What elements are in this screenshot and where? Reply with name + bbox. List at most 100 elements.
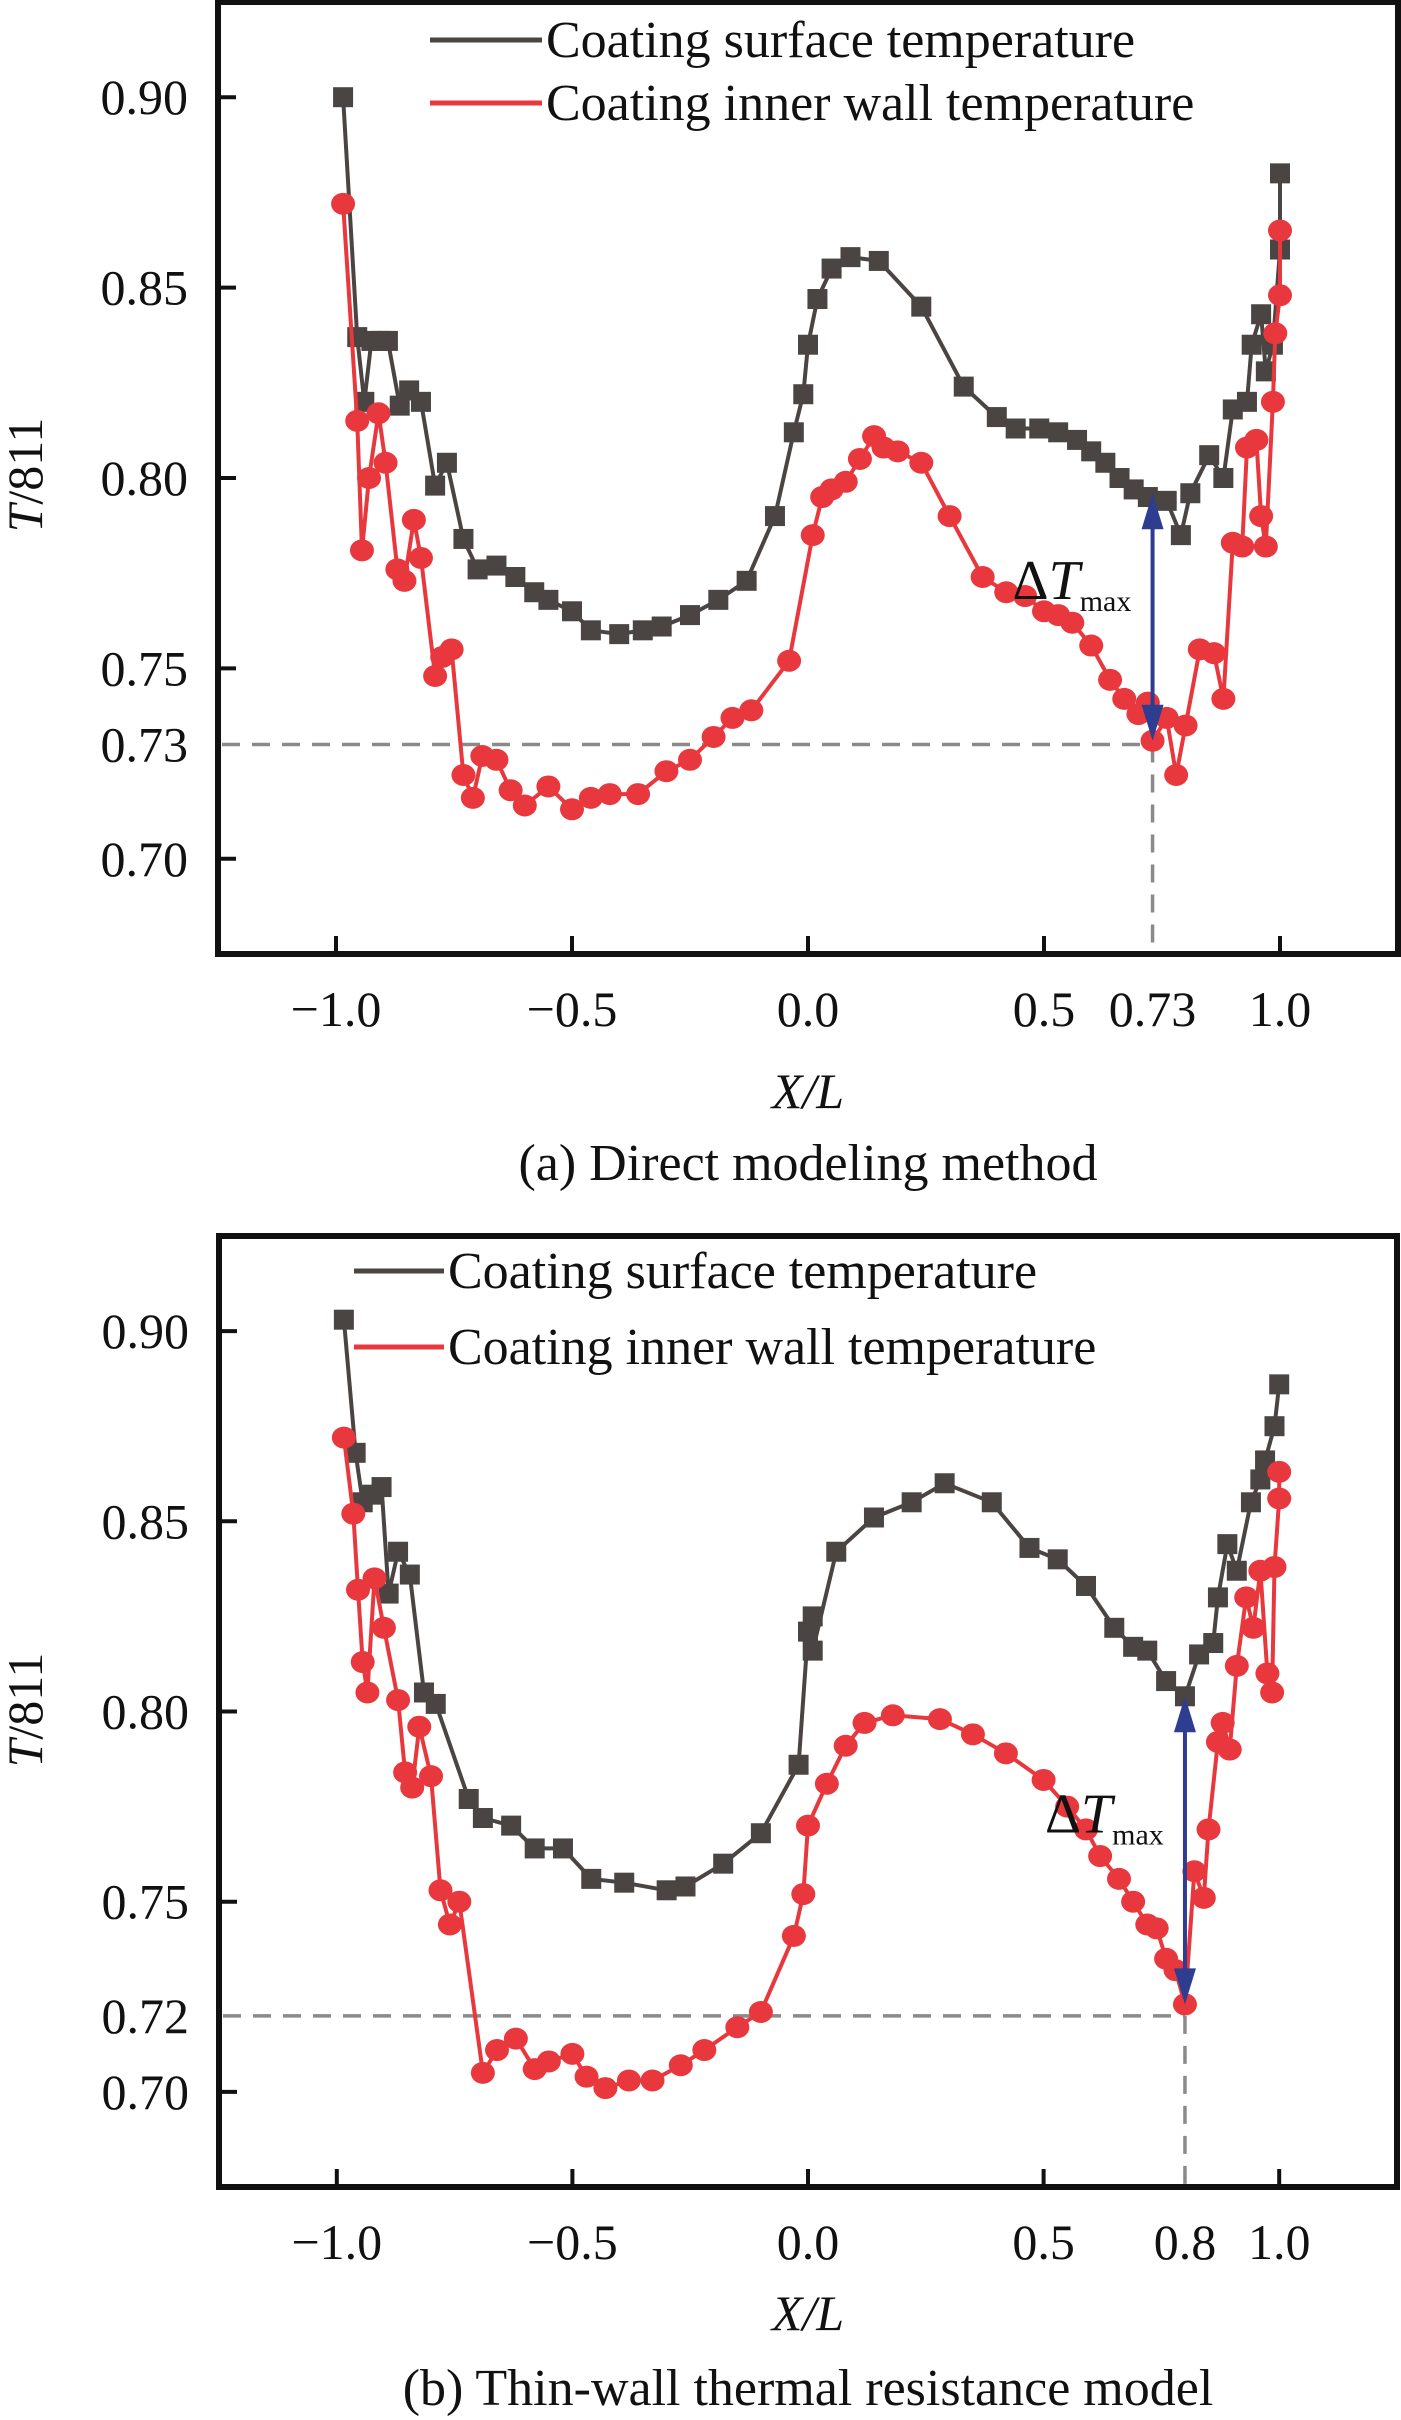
data-point-circle (428, 1879, 453, 1902)
data-point-square (538, 589, 559, 610)
data-point-circle (1267, 1460, 1292, 1483)
data-point-circle (1211, 687, 1236, 710)
data-point-square (399, 1564, 420, 1585)
y-tick-label: 0.85 (102, 1493, 190, 1549)
data-point-square (802, 1640, 823, 1661)
data-point-square (736, 570, 757, 591)
data-point-circle (1098, 668, 1123, 691)
data-point-circle (536, 2050, 561, 2073)
data-point-circle (1234, 1586, 1259, 1609)
data-point-circle (720, 706, 745, 729)
data-point-circle (1182, 1860, 1207, 1883)
data-point-circle (748, 2001, 773, 2024)
data-point-circle (678, 748, 702, 771)
data-point-square (675, 1876, 696, 1897)
delta-t-max-label: ΔTmax (1013, 550, 1132, 618)
data-point-circle (392, 569, 417, 592)
series-coating-inner-wall-temperature (331, 1426, 1292, 2100)
data-point-circle (994, 581, 1019, 604)
data-point-circle (1253, 535, 1278, 558)
data-point-circle (331, 192, 356, 215)
data-point-circle (1191, 1886, 1216, 1909)
panel-b: 0.90 0.85 0.80 0.75 0.72 0.70 −1.0 −0.5 0.0 0.5 0.… (0, 1233, 1400, 2417)
data-point-circle (401, 508, 426, 531)
data-point-square (333, 1309, 354, 1330)
data-point-square (793, 384, 814, 405)
data-point-square (1269, 1374, 1290, 1395)
series-coating-surface-temperature (333, 87, 1290, 645)
data-point-circle (470, 2061, 495, 2084)
x-axis-title: X/L (770, 2285, 844, 2341)
data-point-square (1236, 391, 1257, 412)
arrow-head-down-icon (1141, 704, 1164, 741)
delta-t-subscript: max (1080, 585, 1132, 618)
data-point-square (788, 1754, 809, 1775)
x-tick-label: −1.0 (291, 981, 382, 1037)
data-point-circle (1060, 611, 1085, 634)
data-point-circle (777, 649, 802, 672)
y-tick-label: 0.80 (101, 450, 189, 506)
data-point-circle (847, 447, 872, 470)
y-tick-label: 0.72 (102, 1988, 190, 2044)
data-point-circle (341, 1502, 366, 1525)
data-point-circle (346, 1578, 371, 1601)
data-point-square (1048, 422, 1069, 443)
data-point-circle (373, 451, 398, 474)
data-point-circle (366, 402, 391, 425)
y-axis-title: T/811 (0, 1653, 53, 1768)
data-point-circle (993, 1742, 1018, 1765)
data-point-circle (460, 786, 485, 809)
data-point-square (486, 555, 507, 576)
guide-lines (223, 2014, 1187, 2187)
data-point-square (1170, 525, 1191, 546)
data-point-circle (927, 1708, 952, 1731)
data-point-circle (960, 1723, 985, 1746)
data-point-circle (331, 1426, 356, 1449)
data-point-square (388, 1541, 409, 1562)
legend-label-inner: Coating inner wall temperature (448, 1319, 1096, 1376)
data-point-square (453, 528, 474, 549)
data-point-circle (885, 440, 910, 463)
series-line (341, 1437, 1282, 2091)
legend-label-inner: Coating inner wall temperature (546, 75, 1194, 132)
data-point-circle (725, 2016, 750, 2039)
data-point-square (868, 250, 889, 271)
data-point-circle (781, 1924, 806, 1947)
data-point-circle (833, 470, 858, 493)
data-point-square (764, 506, 785, 527)
data-point-circle (1230, 535, 1255, 558)
data-point-square (389, 395, 410, 416)
data-point-circle (408, 546, 433, 569)
data-point-circle (574, 2065, 599, 2088)
data-point-square (1156, 1671, 1177, 1692)
data-point-circle (1055, 1795, 1080, 1818)
y-tick-label: 0.75 (101, 640, 189, 696)
x-tick-label: −1.0 (291, 2214, 382, 2270)
data-point-square (501, 1815, 522, 1836)
plot-frame (216, 1233, 1400, 2190)
data-point-circle (484, 748, 509, 771)
data-point-circle (349, 539, 374, 562)
data-point-circle (371, 1616, 396, 1639)
y-tick-label: 0.90 (101, 69, 189, 125)
data-point-circle (400, 1776, 425, 1799)
data-point-circle (909, 451, 934, 474)
data-point-circle (800, 524, 825, 547)
data-point-square (802, 1606, 823, 1627)
y-tick-label: 0.90 (102, 1303, 190, 1359)
arrow-head-up-icon (1173, 1696, 1196, 1733)
data-point-square (1217, 1534, 1238, 1555)
data-point-circle (654, 760, 679, 783)
data-point-circle (814, 1772, 839, 1795)
data-point-square (750, 1823, 771, 1844)
data-point-square (436, 452, 457, 473)
data-point-square (1207, 1587, 1228, 1608)
data-point-square (614, 1872, 635, 1893)
x-tick-label: 0.5 (1012, 2214, 1075, 2270)
y-axis-title: T/811 (0, 418, 53, 533)
data-point-square (505, 567, 526, 588)
caption: (b) Thin-wall thermal resistance model (403, 2360, 1214, 2417)
data-point-square (911, 296, 932, 317)
data-point-circle (1267, 1487, 1292, 1510)
data-point-circle (498, 779, 523, 802)
